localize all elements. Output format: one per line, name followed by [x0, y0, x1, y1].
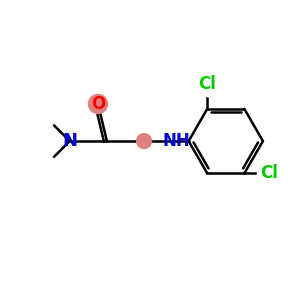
Circle shape — [136, 134, 152, 148]
Text: Cl: Cl — [198, 76, 216, 94]
Circle shape — [88, 94, 107, 113]
Text: N: N — [62, 132, 77, 150]
Text: O: O — [91, 95, 105, 113]
Text: NH: NH — [163, 132, 190, 150]
Text: Cl: Cl — [260, 164, 278, 182]
